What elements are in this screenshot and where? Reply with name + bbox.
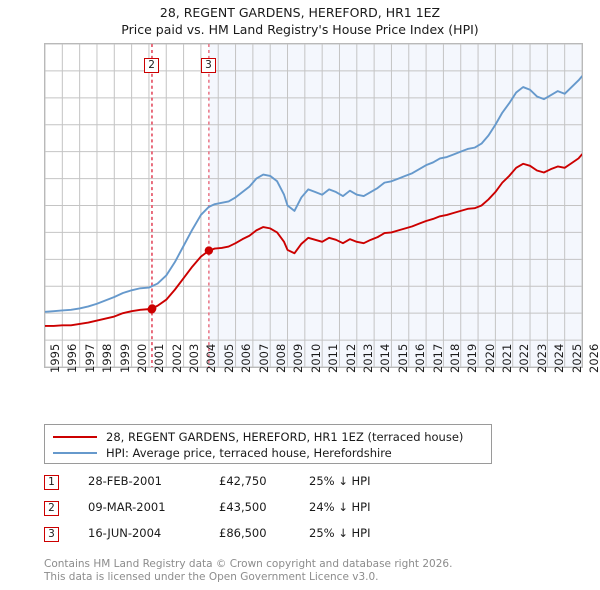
transaction-date: 09-MAR-2001 [88, 500, 166, 514]
transaction-hpi-delta: 24% ↓ HPI [309, 500, 371, 514]
transaction-price: £43,500 [219, 500, 267, 514]
x-axis-tick-label: 2016 [413, 343, 428, 373]
x-axis-tick-label: 2008 [274, 343, 289, 373]
x-axis-tick-label: 2014 [378, 343, 393, 373]
x-axis-tick-label: 2011 [326, 343, 341, 373]
x-axis-tick-label: 2002 [169, 343, 184, 373]
legend-swatch-hpi [53, 452, 97, 454]
x-axis-tick-label: 2019 [465, 343, 480, 373]
table-row[interactable]: 3 16-JUN-2004 £86,500 25% ↓ HPI [44, 526, 494, 552]
x-axis-tick-label: 1997 [82, 343, 97, 373]
x-axis-tick-label: 2004 [204, 343, 219, 373]
x-axis-tick-label: 1996 [65, 343, 80, 373]
table-row[interactable]: 2 09-MAR-2001 £43,500 24% ↓ HPI [44, 500, 494, 526]
x-axis-tick-label: 2022 [517, 343, 532, 373]
page-subtitle: Price paid vs. HM Land Registry's House … [121, 22, 479, 37]
transactions-table: 1 28-FEB-2001 £42,750 25% ↓ HPI 2 09-MAR-2001… [44, 474, 494, 552]
x-axis-tick-label: 2023 [534, 343, 549, 373]
table-row[interactable]: 1 28-FEB-2001 £42,750 25% ↓ HPI [44, 474, 494, 500]
x-axis-tick-label: 2015 [395, 343, 410, 373]
x-axis-tick-label: 2017 [430, 343, 445, 373]
transaction-hpi-delta: 25% ↓ HPI [309, 474, 371, 488]
x-axis-tick-label: 1995 [48, 343, 62, 373]
x-axis-tick-label: 2000 [134, 343, 149, 373]
x-axis-tick-label: 2013 [360, 343, 375, 373]
x-axis-tick-label: 2020 [482, 343, 497, 373]
x-axis-tick-label: 2010 [308, 343, 323, 373]
x-axis-tick-label: 2021 [500, 343, 515, 373]
transaction-marker-badge: 2 [44, 501, 59, 516]
legend: 28, REGENT GARDENS, HEREFORD, HR1 1EZ (t… [44, 424, 492, 464]
transaction-marker-badge: 1 [44, 475, 59, 490]
x-axis-tick-label: 2025 [569, 343, 584, 373]
transaction-marker-badge: 3 [44, 527, 59, 542]
x-axis-tick-label: 1998 [100, 343, 115, 373]
x-axis-tick-label: 2026 [587, 343, 600, 373]
marker-points-group [147, 246, 214, 314]
legend-item-hpi: HPI: Average price, terraced house, Here… [53, 445, 483, 461]
x-axis-tick-label: 2009 [291, 343, 306, 373]
x-axis-tick-label: 1999 [117, 343, 132, 373]
chart-callout-3: 3 [200, 58, 216, 73]
transaction-date: 16-JUN-2004 [88, 526, 162, 540]
plot-svg [45, 44, 582, 367]
footer: Contains HM Land Registry data © Crown c… [44, 558, 584, 583]
x-axis-tick-label: 2018 [447, 343, 462, 373]
page-title: 28, REGENT GARDENS, HEREFORD, HR1 1EZ [159, 5, 441, 20]
x-axis-tick-label: 2012 [343, 343, 358, 373]
x-axis-tick-label: 2006 [239, 343, 254, 373]
transaction-hpi-delta: 25% ↓ HPI [309, 526, 371, 540]
chart-callout-2: 2 [144, 58, 160, 73]
x-axis-tick-label: 2003 [187, 343, 202, 373]
transaction-price: £86,500 [219, 526, 267, 540]
transaction-price: £42,750 [219, 474, 267, 488]
legend-label-price-paid: 28, REGENT GARDENS, HEREFORD, HR1 1EZ (t… [106, 430, 464, 444]
x-axis-tick-label: 2007 [256, 343, 271, 373]
x-axis-tick-label: 2005 [221, 343, 236, 373]
x-axis-tick-label: 2024 [552, 343, 567, 373]
legend-item-price-paid: 28, REGENT GARDENS, HEREFORD, HR1 1EZ (t… [53, 429, 483, 445]
title-block: 28, REGENT GARDENS, HEREFORD, HR1 1EZ Pr… [0, 4, 600, 38]
footer-licence: This data is licensed under the Open Gov… [44, 570, 379, 583]
x-axis-tick-label: 2001 [152, 343, 167, 373]
transaction-date: 28-FEB-2001 [88, 474, 162, 488]
gridlines-group [45, 44, 582, 367]
footer-copyright: Contains HM Land Registry data © Crown c… [44, 558, 453, 570]
plot-area [44, 43, 583, 368]
legend-label-hpi: HPI: Average price, terraced house, Here… [106, 446, 392, 460]
legend-swatch-price-paid [53, 436, 97, 438]
